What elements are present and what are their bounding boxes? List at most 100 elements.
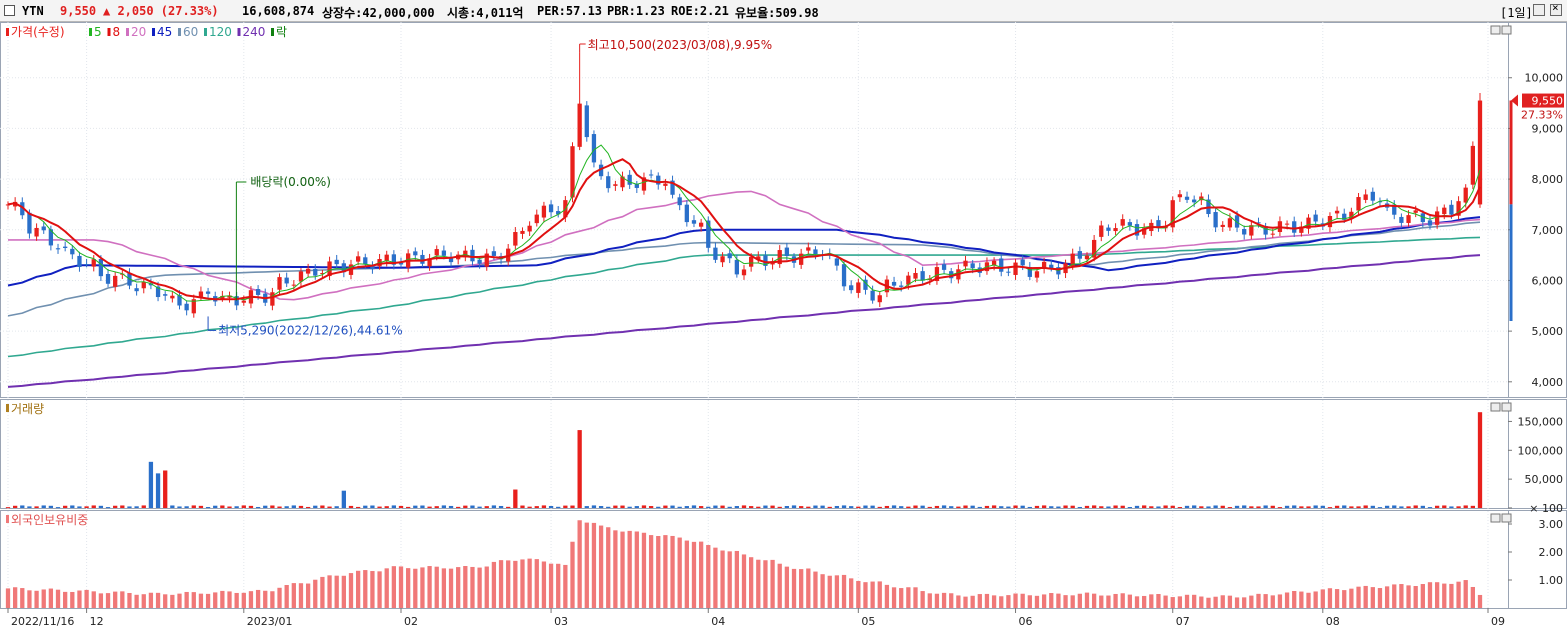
foreign-ratio-bar — [498, 560, 504, 608]
foreign-ratio-bar — [806, 568, 811, 608]
foreign-ratio-bar — [1013, 593, 1018, 608]
candle — [227, 291, 232, 303]
candle — [920, 266, 925, 286]
foreign-ratio-bar — [1213, 596, 1218, 608]
foreign-ratio-title: 외국인보유비중 — [11, 513, 88, 527]
foreign-ratio-bar — [270, 591, 275, 608]
foreign-ratio-bar — [1177, 596, 1183, 608]
close-window-button[interactable]: × — [1550, 1, 1562, 16]
volume-bar — [591, 505, 597, 508]
foreign-ratio-bar — [227, 591, 232, 608]
foreign-ratio-bar — [255, 589, 261, 608]
foreign-ratio-bar — [598, 525, 604, 608]
foreign-ratio-bar — [305, 583, 311, 608]
foreign-ratio-bar — [1120, 593, 1125, 608]
foreign-ratio-bar — [770, 559, 775, 608]
volume-bar — [841, 505, 847, 508]
candle — [1370, 187, 1375, 206]
foreign-ratio-bar — [1049, 593, 1054, 608]
legend-marker — [204, 28, 207, 36]
volume-bar — [620, 505, 625, 508]
volume-bar — [406, 506, 411, 508]
foreign-ratio-bar — [398, 566, 404, 608]
foreign-ratio-bar — [606, 527, 611, 608]
volume-bar — [999, 506, 1004, 508]
foreign-ratio-bar — [1149, 594, 1154, 608]
foreign-ratio-bar — [198, 593, 204, 608]
volume-bar — [441, 505, 447, 508]
stock-chart[interactable]: 2022/11/16 12 2023/01 02 03 04 05 06 07 08 09 4,000… — [0, 22, 1567, 630]
foreign-ratio-bar — [891, 587, 897, 608]
legend-marker — [152, 28, 155, 36]
legend-label-8: 락 — [276, 25, 287, 39]
volume-bar — [163, 470, 168, 508]
volume-bar — [698, 506, 704, 508]
candle — [1363, 189, 1368, 204]
foreign-ratio-bar — [1270, 595, 1275, 608]
volume-bar — [341, 490, 346, 508]
volume-bar — [1399, 506, 1404, 508]
foreign-y-tick-label: 2.00 — [1539, 546, 1564, 559]
volume-bar — [491, 505, 497, 508]
candle — [741, 265, 747, 280]
volume-bar — [1034, 505, 1040, 508]
volume-bar — [448, 505, 454, 508]
volume-bar — [749, 506, 754, 508]
candle — [534, 209, 539, 227]
foreign-ratio-bar — [1299, 591, 1304, 608]
volume-bar — [691, 505, 697, 508]
volume-bar — [920, 505, 925, 508]
candle — [1406, 210, 1411, 227]
candle — [556, 205, 561, 218]
foreign-ratio-bar — [713, 547, 718, 608]
volume-bar — [1184, 505, 1190, 508]
foreign-ratio-bar — [799, 569, 804, 608]
candle — [1142, 223, 1147, 239]
candle — [756, 251, 761, 264]
volume-bar — [520, 505, 525, 508]
foreign-ratio-bar — [1292, 591, 1297, 608]
restore-window-button[interactable] — [1533, 4, 1545, 16]
candle — [1313, 210, 1318, 226]
foreign-ratio-bar — [1220, 595, 1225, 608]
candle — [1470, 141, 1475, 190]
foreign-ratio-bar — [1463, 580, 1468, 608]
volume-bar — [355, 506, 361, 508]
candle — [727, 249, 732, 264]
volume-bar — [177, 506, 182, 508]
select-checkbox[interactable] — [4, 5, 15, 16]
candle — [41, 221, 46, 234]
volume-bar — [1249, 506, 1254, 508]
foreign-ratio-bar — [970, 595, 975, 608]
volume-bar — [1206, 506, 1211, 508]
candle — [1041, 257, 1047, 274]
foreign-ratio-bar — [877, 581, 882, 608]
foreign-ratio-bar — [370, 571, 375, 608]
volume-bar — [613, 505, 618, 508]
candle — [1192, 195, 1197, 208]
foreign-ratio-bar — [698, 541, 704, 608]
candle — [1263, 222, 1268, 240]
volume-bar — [799, 506, 804, 508]
volume-bar — [1077, 506, 1082, 508]
candle — [327, 256, 332, 281]
volume-bar — [506, 506, 511, 508]
price-change: ▲ 2,050 (27.33%) — [103, 4, 219, 18]
foreign-ratio-bar — [1327, 588, 1333, 608]
period-selector[interactable]: [1일] — [1500, 6, 1533, 20]
foreign-ratio-bar — [277, 587, 282, 608]
candle — [98, 255, 104, 282]
volume-bar — [398, 505, 404, 508]
candle — [541, 201, 547, 223]
candle — [1427, 215, 1433, 230]
candle — [841, 259, 847, 291]
foreign-ratio-bar — [363, 570, 368, 608]
price-pane-maximize-icon — [1501, 25, 1512, 35]
candle — [891, 276, 897, 289]
candle — [141, 278, 146, 294]
volume-bar — [1384, 505, 1390, 508]
foreign-ratio-bar — [1349, 588, 1354, 608]
candle — [620, 171, 625, 192]
foreign-ratio-bar — [1227, 595, 1233, 608]
foreign-ratio-bar — [534, 559, 539, 608]
